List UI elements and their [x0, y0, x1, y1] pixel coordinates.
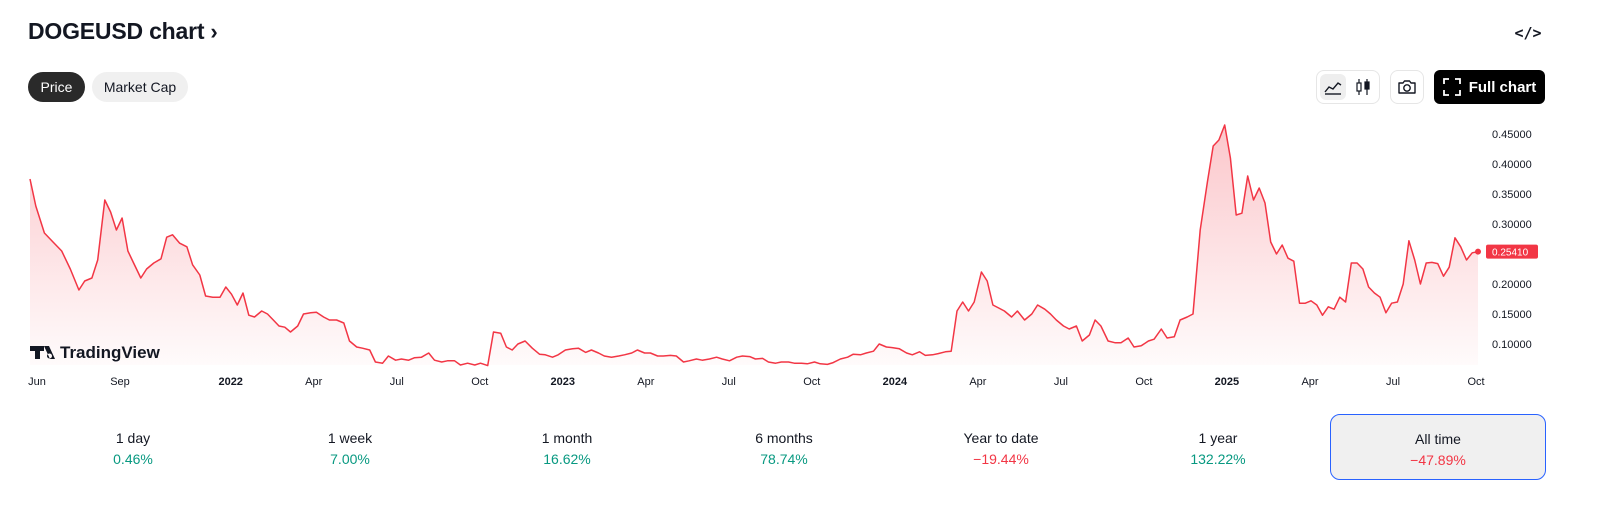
period-selector: 1 day 0.46% 1 week 7.00% 1 month 16.62% … — [28, 414, 1546, 480]
period-1-year[interactable]: 1 year 132.22% — [1113, 414, 1323, 480]
period-change: 0.46% — [113, 451, 153, 467]
x-tick-label: Oct — [803, 376, 820, 388]
period-label: 6 months — [755, 430, 813, 446]
price-line — [29, 124, 1479, 367]
y-tick-label: 0.20000 — [1492, 279, 1532, 291]
x-tick-label: Oct — [471, 376, 488, 388]
x-tick-label: 2022 — [218, 376, 242, 388]
fullscreen-icon — [1442, 78, 1461, 96]
y-tick-label: 0.30000 — [1492, 219, 1532, 231]
x-axis: Jun Sep 2022 Apr Jul Oct 2023 Apr Jul Oct 2024 Apr J… — [28, 376, 1484, 388]
price-area — [30, 125, 1478, 366]
y-tick-label: 0.35000 — [1492, 189, 1532, 201]
page-title[interactable]: DOGEUSD chart › — [28, 18, 218, 45]
x-tick-label: Jul — [1386, 376, 1400, 388]
full-chart-button[interactable]: Full chart — [1434, 70, 1545, 104]
period-change: 78.74% — [760, 451, 808, 467]
period-label: All time — [1415, 431, 1461, 447]
camera-icon[interactable] — [1390, 70, 1424, 104]
period-change: 7.00% — [330, 451, 370, 467]
x-tick-label: 2023 — [551, 376, 575, 388]
last-price-dot — [1475, 248, 1481, 255]
y-tick-label: 0.40000 — [1492, 159, 1532, 171]
x-tick-label: Jun — [28, 376, 46, 388]
tradingview-watermark: TradingView — [30, 343, 161, 362]
tradingview-logo-icon — [30, 346, 55, 359]
tab-market-cap[interactable]: Market Cap — [92, 72, 188, 102]
x-tick-label: Apr — [305, 376, 322, 388]
chevron-right-icon: › — [210, 18, 218, 44]
period-label: 1 year — [1198, 430, 1238, 446]
y-tick-label: 0.15000 — [1492, 309, 1532, 321]
full-chart-label: Full chart — [1468, 78, 1537, 96]
x-tick-label: Sep — [110, 376, 130, 388]
embed-code-icon[interactable]: </> — [1514, 24, 1542, 42]
period-change: −47.89% — [1410, 452, 1466, 468]
x-tick-label: Jul — [722, 376, 736, 388]
x-tick-label: 2025 — [1215, 376, 1239, 388]
period-label: 1 day — [115, 430, 151, 446]
period-all-time[interactable]: All time −47.89% — [1330, 414, 1546, 480]
x-tick-label: Apr — [637, 376, 654, 388]
candles-icon[interactable] — [1350, 74, 1376, 100]
chart-title: DOGEUSD chart — [28, 18, 205, 44]
x-tick-label: Apr — [1301, 376, 1318, 388]
x-tick-label: Oct — [1135, 376, 1152, 388]
period-change: 16.62% — [543, 451, 591, 467]
x-tick-label: Jul — [390, 376, 404, 388]
period-1-month[interactable]: 1 month 16.62% — [462, 414, 672, 480]
last-price-label: 0.25410 — [1492, 248, 1529, 259]
watermark-text: TradingView — [60, 343, 161, 362]
area-chart-icon[interactable] — [1320, 74, 1346, 100]
y-axis: 0.450000.400000.350000.300000.250000.200… — [1492, 129, 1532, 351]
period-change: 132.22% — [1190, 451, 1246, 467]
y-tick-label: 0.45000 — [1492, 129, 1532, 141]
x-tick-label: Jul — [1054, 376, 1068, 388]
period-label: Year to date — [963, 430, 1039, 446]
period-1-day[interactable]: 1 day 0.46% — [28, 414, 238, 480]
period-change: −19.44% — [973, 451, 1029, 467]
x-tick-label: 2024 — [883, 376, 908, 388]
y-tick-label: 0.10000 — [1492, 339, 1532, 351]
period-label: 1 month — [541, 430, 593, 446]
tab-price[interactable]: Price — [28, 72, 85, 102]
x-tick-label: Oct — [1467, 376, 1484, 388]
x-tick-label: Apr — [969, 376, 986, 388]
period-year-to-date[interactable]: Year to date −19.44% — [896, 414, 1106, 480]
period-6-months[interactable]: 6 months 78.74% — [679, 414, 889, 480]
period-label: 1 week — [327, 430, 373, 446]
price-chart[interactable]: 0.450000.400000.350000.300000.250000.200… — [0, 110, 1600, 400]
last-price-badge: 0.25410 — [1486, 244, 1538, 259]
chart-style-group — [1316, 70, 1380, 104]
period-1-week[interactable]: 1 week 7.00% — [245, 414, 455, 480]
